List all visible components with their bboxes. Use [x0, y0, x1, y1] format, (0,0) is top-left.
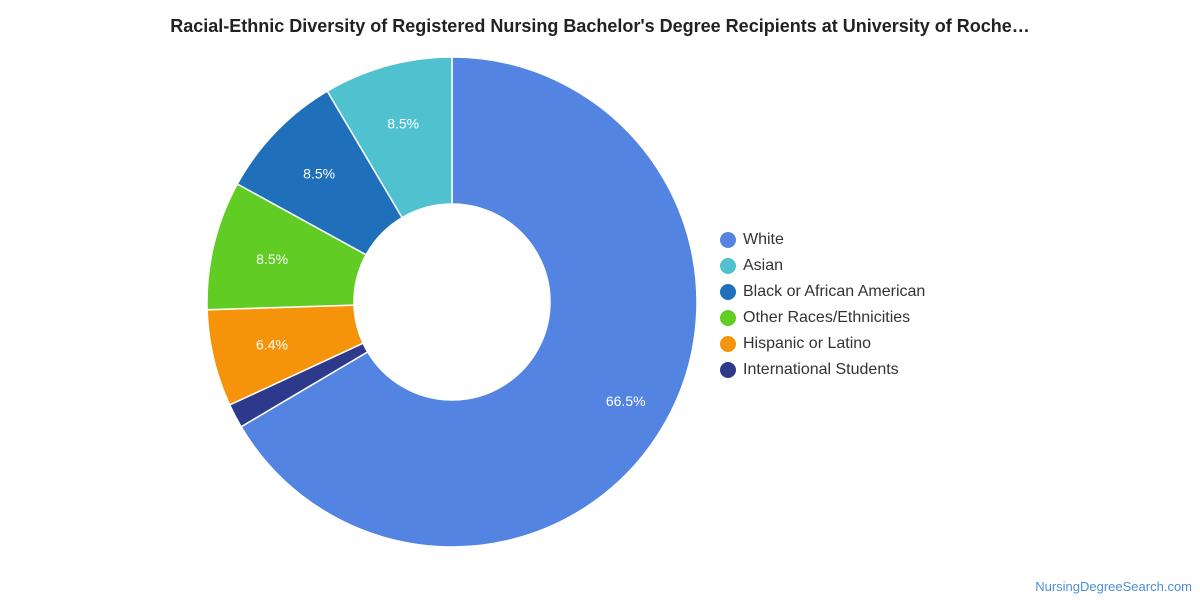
slice-label: 8.5% [387, 116, 419, 132]
legend-swatch [720, 232, 736, 248]
legend-swatch [720, 362, 736, 378]
slice-asian[interactable] [326, 56, 453, 219]
chart-title: Racial-Ethnic Diversity of Registered Nu… [170, 16, 1030, 36]
legend-swatch [720, 284, 736, 300]
legend-label: Asian [743, 257, 784, 274]
slice-label: 66.5% [606, 393, 646, 409]
legend-item[interactable]: White [720, 227, 925, 253]
slice-label: 8.5% [303, 165, 335, 181]
slice-white[interactable] [240, 56, 698, 548]
slice-label: 6.4% [256, 337, 288, 353]
slice-label: 8.5% [256, 251, 288, 267]
legend-label: White [743, 231, 784, 248]
legend-swatch [720, 310, 736, 326]
legend-label: International Students [743, 361, 899, 378]
legend-item[interactable]: Other Races/Ethnicities [720, 305, 925, 331]
legend-label: Other Races/Ethnicities [743, 309, 911, 326]
legend-item[interactable]: Hispanic or Latino [720, 331, 925, 357]
legend-label: Black or African American [743, 283, 926, 300]
source-link[interactable]: NursingDegreeSearch.com [1035, 579, 1192, 594]
legend-swatch [720, 258, 736, 274]
legend-label: Hispanic or Latino [743, 335, 872, 352]
chart-legend: White Asian Black or African American Other… [720, 227, 925, 383]
legend-item[interactable]: International Students [720, 357, 925, 383]
legend-swatch [720, 336, 736, 352]
legend-item[interactable]: Black or African American [720, 279, 925, 305]
legend-item[interactable]: Asian [720, 253, 925, 279]
